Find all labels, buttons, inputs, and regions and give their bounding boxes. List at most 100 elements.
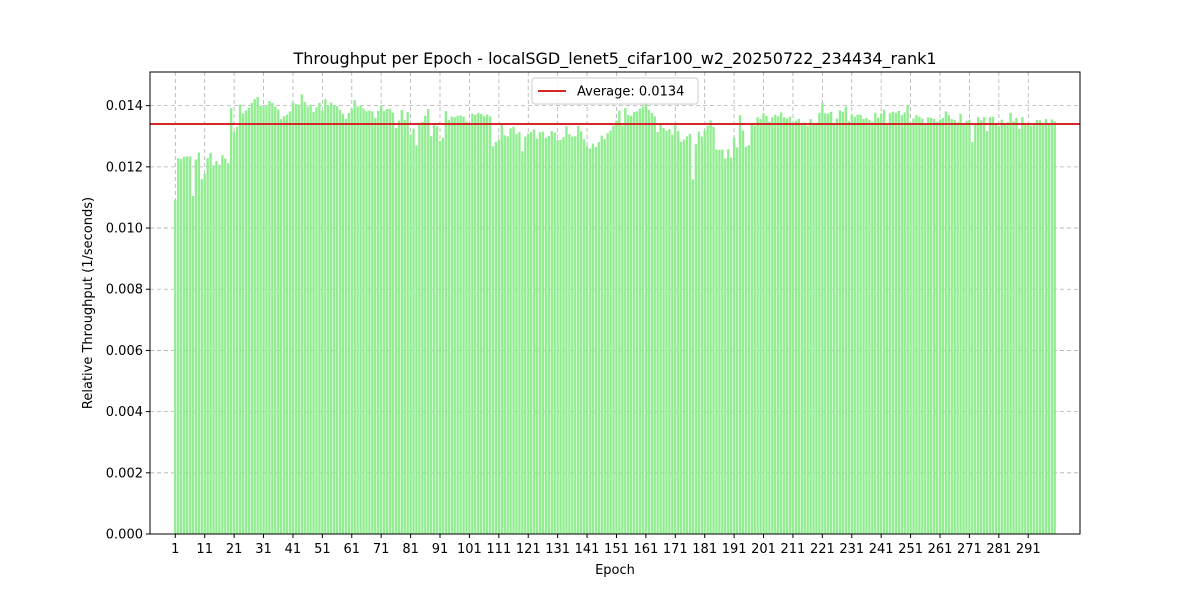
bar	[827, 113, 830, 534]
bar	[247, 107, 250, 534]
bar	[482, 116, 486, 534]
bar	[894, 112, 898, 534]
bar	[838, 110, 842, 535]
bar	[418, 124, 421, 534]
bar	[606, 133, 609, 534]
bar	[888, 113, 892, 535]
bar	[747, 145, 750, 534]
bar	[241, 113, 245, 535]
bar	[350, 108, 353, 534]
bar	[377, 110, 380, 534]
bar	[812, 122, 815, 535]
bar	[1035, 120, 1039, 534]
bar	[300, 94, 303, 535]
bar	[235, 126, 239, 535]
x-tick-label: 181	[692, 542, 717, 557]
bar	[594, 146, 598, 534]
bar	[871, 121, 874, 534]
bar	[324, 99, 327, 534]
bar	[991, 116, 995, 534]
bar	[277, 109, 280, 534]
bar	[688, 133, 692, 535]
bar	[394, 127, 398, 535]
bar	[380, 105, 383, 534]
bar	[938, 119, 942, 535]
bar	[1041, 122, 1045, 535]
bar	[174, 199, 177, 534]
y-axis-label: Relative Throughput (1/seconds)	[81, 197, 96, 409]
y-tick-label: 0.004	[106, 405, 143, 420]
bar	[800, 122, 803, 535]
bar	[912, 118, 915, 535]
bar	[1006, 122, 1009, 534]
y-tick-label: 0.010	[106, 222, 143, 237]
bar	[250, 102, 253, 535]
bar	[485, 114, 489, 535]
bar	[777, 116, 780, 535]
bar	[571, 136, 574, 534]
bar	[444, 111, 448, 535]
bar	[844, 106, 848, 534]
bar	[1044, 118, 1048, 534]
x-tick-label: 1	[171, 542, 179, 557]
bars-group	[174, 94, 1056, 535]
bar	[621, 125, 624, 535]
bar	[306, 106, 309, 534]
bar	[944, 111, 948, 534]
x-tick-label: 31	[255, 542, 272, 557]
bar	[518, 132, 521, 534]
bar	[882, 109, 886, 534]
y-tick-label: 0.006	[106, 344, 143, 359]
bar	[477, 112, 480, 535]
bar	[400, 109, 403, 534]
bar	[238, 104, 242, 535]
bar	[712, 127, 715, 534]
x-tick-label: 131	[545, 542, 570, 557]
bar	[906, 105, 909, 534]
bar	[932, 118, 936, 534]
bar	[1003, 123, 1006, 535]
x-tick-label: 41	[285, 542, 302, 557]
bar	[824, 113, 827, 535]
bar	[668, 129, 671, 534]
bar	[309, 104, 312, 535]
bar	[585, 146, 589, 534]
x-tick-label: 211	[781, 542, 806, 557]
bar	[859, 114, 862, 534]
bar	[862, 118, 865, 534]
bar	[577, 125, 580, 535]
plot-area-frame	[149, 71, 1081, 535]
bar	[609, 130, 612, 534]
bar	[588, 148, 592, 535]
x-tick-label: 121	[516, 542, 541, 557]
bar	[327, 105, 330, 535]
bar	[209, 152, 212, 535]
x-tick-label: 251	[898, 542, 923, 557]
bar	[432, 125, 436, 534]
bar	[547, 135, 550, 535]
bar	[256, 97, 259, 534]
bar	[762, 113, 765, 535]
bar	[188, 156, 192, 534]
bar	[797, 118, 800, 534]
bar	[338, 109, 342, 534]
bar	[974, 123, 977, 535]
bar	[832, 124, 836, 535]
bar	[530, 131, 533, 535]
bar	[1024, 123, 1027, 535]
bar	[877, 117, 880, 535]
bar	[435, 126, 439, 534]
bar	[262, 106, 265, 534]
bar	[180, 158, 183, 535]
bar	[200, 179, 203, 534]
bar	[197, 152, 200, 535]
bar	[700, 136, 703, 534]
bar	[968, 119, 971, 535]
bar	[853, 116, 856, 534]
bar	[344, 118, 348, 534]
bar	[694, 144, 698, 535]
y-axis-ticks: 0.000 0.002 0.004 0.006 0.008 0.010 0.012 0.014	[106, 99, 150, 543]
x-tick-label: 81	[402, 542, 419, 557]
bar	[312, 112, 315, 534]
bar	[641, 106, 645, 534]
